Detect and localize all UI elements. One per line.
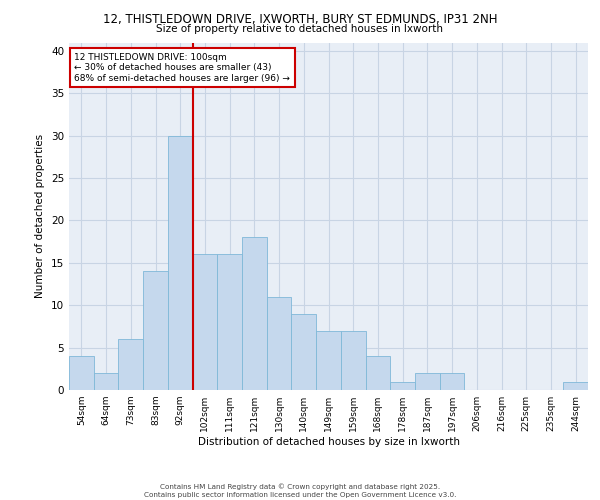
- Bar: [69, 356, 94, 390]
- Y-axis label: Number of detached properties: Number of detached properties: [35, 134, 46, 298]
- X-axis label: Distribution of detached houses by size in Ixworth: Distribution of detached houses by size …: [197, 437, 460, 447]
- Bar: [143, 272, 168, 390]
- Text: Contains HM Land Registry data © Crown copyright and database right 2025.
Contai: Contains HM Land Registry data © Crown c…: [144, 484, 456, 498]
- Text: 12, THISTLEDOWN DRIVE, IXWORTH, BURY ST EDMUNDS, IP31 2NH: 12, THISTLEDOWN DRIVE, IXWORTH, BURY ST …: [103, 12, 497, 26]
- Bar: [118, 339, 143, 390]
- Bar: [242, 238, 267, 390]
- Bar: [440, 373, 464, 390]
- Bar: [168, 136, 193, 390]
- Bar: [341, 330, 365, 390]
- Bar: [292, 314, 316, 390]
- Bar: [94, 373, 118, 390]
- Text: 12 THISTLEDOWN DRIVE: 100sqm
← 30% of detached houses are smaller (43)
68% of se: 12 THISTLEDOWN DRIVE: 100sqm ← 30% of de…: [74, 53, 290, 82]
- Bar: [267, 297, 292, 390]
- Bar: [365, 356, 390, 390]
- Bar: [193, 254, 217, 390]
- Bar: [563, 382, 588, 390]
- Bar: [217, 254, 242, 390]
- Bar: [316, 330, 341, 390]
- Bar: [415, 373, 440, 390]
- Bar: [390, 382, 415, 390]
- Text: Size of property relative to detached houses in Ixworth: Size of property relative to detached ho…: [157, 24, 443, 34]
